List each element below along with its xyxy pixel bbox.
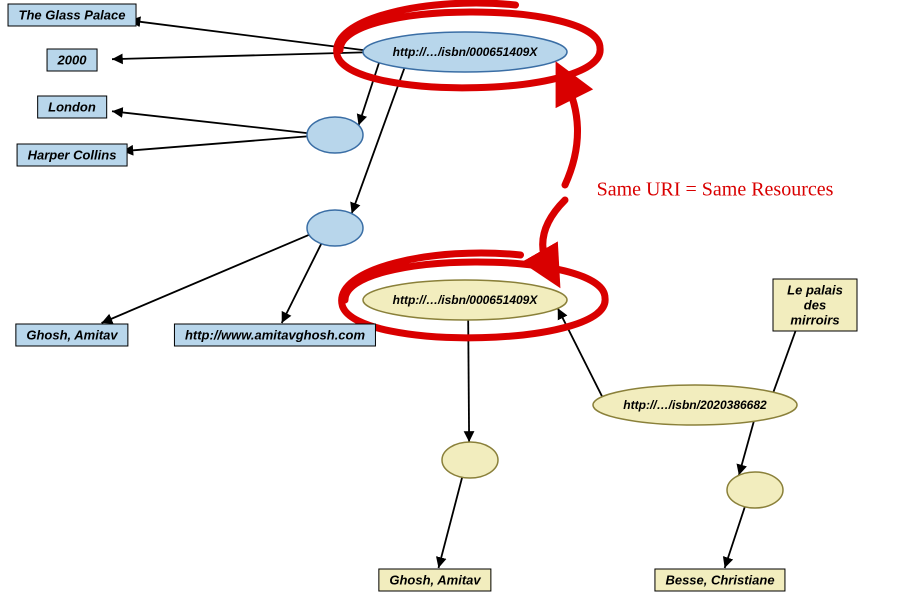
red-arrow (565, 80, 578, 185)
same-uri-annotation: Same URI = Same Resources (597, 179, 834, 202)
literal-translator: Besse, Christiane (654, 569, 785, 592)
node-label-isbn_mid: http://…/isbn/000651409X (393, 293, 538, 307)
literal-author2: Ghosh, Amitav (378, 569, 491, 592)
node-pub_blank (307, 117, 363, 153)
node-label-isbn_top: http://…/isbn/000651409X (393, 45, 538, 59)
edge (112, 111, 307, 133)
literal-publisher: Harper Collins (17, 144, 128, 167)
edge (130, 20, 364, 50)
node-trans_y (727, 472, 783, 508)
edge (439, 477, 463, 568)
edge (112, 52, 363, 59)
red-arrow (543, 200, 565, 270)
edge (739, 421, 754, 475)
edge (282, 244, 322, 323)
edge (101, 235, 309, 323)
literal-author1: Ghosh, Amitav (15, 324, 128, 347)
node-label-isbn_fr: http://…/isbn/2020386682 (623, 398, 766, 412)
edge (122, 136, 307, 151)
literal-year: 2000 (47, 49, 98, 72)
edge (725, 507, 745, 568)
literal-title: The Glass Palace (8, 4, 137, 27)
literal-city: London (37, 96, 107, 119)
literal-title_fr: Le palais des mirroirs (773, 279, 858, 332)
node-auth_blank (307, 210, 363, 246)
node-auth_y (442, 442, 498, 478)
literal-homepage: http://www.amitavghosh.com (174, 324, 376, 347)
